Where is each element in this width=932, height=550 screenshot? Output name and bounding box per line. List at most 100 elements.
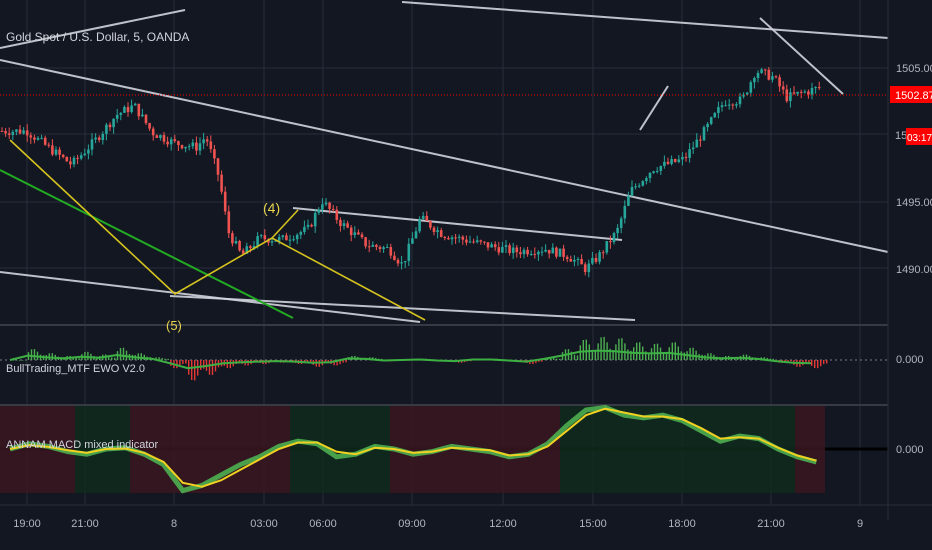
candle [130, 105, 133, 113]
wave-label-5[interactable]: (5) [166, 318, 182, 333]
time-tick: 06:00 [309, 518, 337, 530]
candle [695, 139, 699, 148]
price-tick-1505: 1505.000 [896, 63, 932, 75]
ewo-bar [345, 360, 347, 363]
candle [767, 69, 771, 80]
trendline[interactable] [0, 271, 421, 323]
green-trendline[interactable] [0, 169, 294, 319]
candle [587, 263, 591, 273]
candle [792, 92, 796, 94]
candle [281, 235, 285, 238]
candle [727, 104, 731, 106]
ewo-bar [689, 347, 691, 360]
candle [76, 157, 79, 159]
candle [677, 159, 681, 162]
candle [105, 124, 108, 134]
ewo-bar [817, 360, 819, 369]
candle [11, 131, 15, 135]
price-tick-1490: 1490.000 [896, 264, 932, 276]
wave-line[interactable] [271, 209, 299, 239]
candle [69, 161, 72, 165]
candle [706, 123, 709, 128]
ewo-bar [710, 353, 712, 360]
candle [771, 76, 774, 80]
ewo-bar [191, 360, 193, 381]
candle [234, 240, 238, 244]
ewo-bar [823, 360, 825, 364]
candle [778, 77, 781, 87]
candle [331, 208, 335, 210]
macd-signal-line [9, 407, 817, 488]
ewo-bar [229, 360, 231, 369]
candle [249, 246, 252, 249]
ewo-bar [203, 360, 205, 369]
candle [252, 245, 256, 249]
elliott-wave-lines[interactable] [9, 139, 426, 321]
time-tick: 12:00 [489, 518, 517, 530]
price-tag-background [890, 86, 932, 103]
candle [576, 258, 580, 260]
candle [713, 112, 717, 118]
candle [717, 107, 720, 113]
ewo-bar [309, 360, 312, 362]
ewo-bar [292, 360, 294, 362]
candle [493, 244, 497, 248]
ewo-bar [820, 360, 822, 367]
candle [288, 239, 292, 241]
trendline[interactable] [639, 85, 669, 131]
candle [177, 141, 180, 146]
ewo-bar [333, 360, 335, 366]
candle [310, 224, 313, 227]
candle [126, 106, 130, 113]
candle [112, 118, 115, 128]
wave-line[interactable] [9, 139, 426, 321]
ewo-bar [630, 350, 632, 360]
time-tick: 18:00 [668, 518, 696, 530]
ewo-bar [75, 358, 77, 360]
ewo-bar [790, 360, 792, 362]
trendline[interactable] [759, 17, 844, 95]
candle [598, 252, 601, 262]
candle [357, 232, 360, 235]
ewo-bar [674, 342, 676, 360]
candle [25, 130, 29, 136]
trendlines[interactable] [0, 1, 889, 323]
trendline[interactable] [0, 59, 889, 253]
ewo-bar [692, 347, 694, 360]
candle [583, 264, 587, 273]
price-axis[interactable]: 1505.000 1495.000 1490.000 0.000 0.000 1… [887, 0, 932, 520]
ewo-bar [185, 360, 187, 364]
candle [400, 262, 403, 264]
trendline[interactable] [0, 9, 186, 49]
ewo-bar [538, 360, 540, 362]
candle [526, 249, 529, 255]
time-tick: 03:00 [250, 518, 278, 530]
candle [382, 247, 385, 250]
ewo-bar [523, 360, 525, 361]
wave-label-4[interactable]: (4) [263, 200, 280, 216]
candle [497, 247, 501, 253]
candle [187, 146, 191, 148]
ewo-bar [339, 360, 341, 365]
ewo-bar [176, 360, 178, 369]
candle [562, 248, 565, 257]
candle [645, 178, 648, 182]
candle [119, 112, 123, 115]
trendline[interactable] [292, 207, 623, 241]
time-axis[interactable]: 19:00 21:00 8 03:00 06:00 09:00 12:00 15… [0, 504, 932, 530]
ewo-signal-line [9, 349, 812, 370]
ewo-bar [19, 360, 21, 361]
candle [292, 239, 295, 241]
ewo-bar [78, 358, 80, 360]
candle [285, 235, 288, 241]
candle [454, 237, 457, 239]
candle [159, 135, 162, 138]
candle [144, 114, 148, 124]
candle [450, 237, 454, 240]
candle [483, 241, 486, 243]
candle [533, 253, 537, 255]
trendline[interactable] [401, 1, 889, 39]
candle [540, 251, 544, 253]
ewo-histogram [9, 336, 828, 381]
